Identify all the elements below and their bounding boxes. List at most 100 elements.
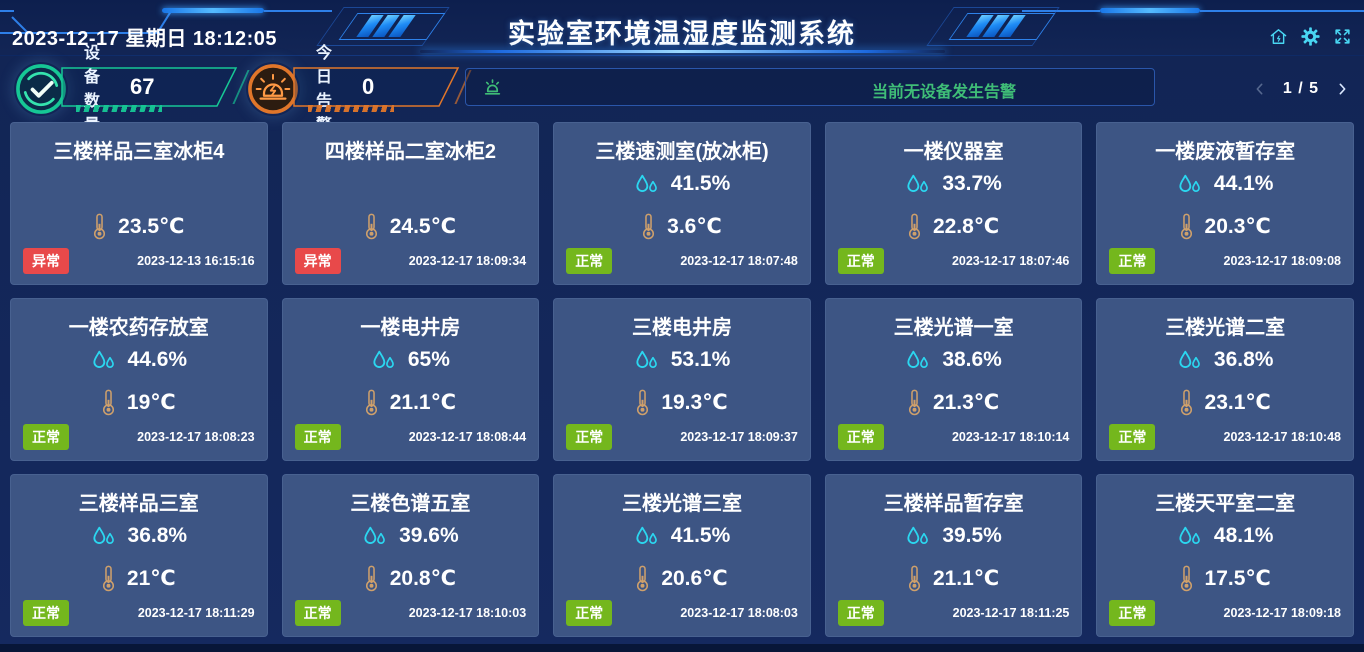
temperature-row: 17.5℃ <box>1180 565 1271 592</box>
status-badge: 正常 <box>837 248 884 274</box>
siren-icon <box>484 79 501 95</box>
thermometer-icon <box>1180 565 1192 591</box>
status-badge: 正常 <box>1109 600 1156 626</box>
humidity-row: 33.7% <box>905 171 1002 198</box>
alert-ticker-bar: 当前无设备发生告警 <box>465 68 1155 106</box>
home-icon[interactable] <box>1269 27 1288 46</box>
humidity-value: 39.6% <box>399 524 459 547</box>
sensor-card[interactable]: 三楼样品三室冰柜4 23.5℃ 异常 2023-12 <box>10 122 268 285</box>
humidity-value: 48.1% <box>1213 524 1274 547</box>
room-name: 一楼农药存放室 <box>68 317 209 339</box>
temperature-row: 21℃ <box>102 565 176 592</box>
status-badge: 正常 <box>566 424 613 450</box>
sensor-card[interactable]: 三楼天平室二室 48.1% 17.5℃ 正常 2023 <box>1096 474 1354 637</box>
humidity-value: 36.8% <box>1213 348 1274 371</box>
humidity-row: 41.5% <box>634 523 730 550</box>
alarm-hatch-decoration <box>308 105 394 112</box>
thermometer-icon <box>102 389 114 415</box>
humidity-row: 36.8% <box>91 523 187 550</box>
device-hatch-decoration <box>76 105 162 112</box>
header-actions <box>1269 27 1352 46</box>
card-body: 39.6% 20.8℃ <box>282 516 540 600</box>
timestamp: 2023-12-17 18:11:29 <box>137 606 255 620</box>
room-name: 三楼样品三室 <box>78 493 199 515</box>
card-footer: 正常 2023-12-17 18:10:14 <box>825 424 1083 461</box>
status-badge: 正常 <box>294 424 341 450</box>
card-body: 41.5% 3.6℃ <box>553 164 811 248</box>
thermometer-icon <box>1180 389 1192 415</box>
bottom-bar-decoration <box>0 644 1364 652</box>
card-body: 24.5℃ <box>282 164 540 248</box>
thermometer-icon <box>365 565 377 591</box>
sensor-card[interactable]: 一楼电井房 65% 21.1℃ 正常 2023-12- <box>281 298 540 461</box>
timestamp: 2023-12-17 18:08:03 <box>680 606 798 620</box>
sensor-card[interactable]: 三楼光谱三室 41.5% 20.6℃ 正常 2023- <box>553 474 811 637</box>
sensor-card[interactable]: 三楼色谱五室 39.6% 20.8℃ 正常 2023- <box>281 474 540 637</box>
sensor-card[interactable]: 三楼光谱一室 38.6% 21.3℃ 正常 2023- <box>824 298 1083 461</box>
timestamp: 2023-12-17 18:07:46 <box>951 254 1070 268</box>
device-count-badge <box>61 67 238 107</box>
humidity-value: 38.6% <box>942 348 1002 371</box>
card-footer: 正常 2023-12-17 18:11:29 <box>10 600 268 637</box>
device-count-label: 设备数量 <box>84 45 101 134</box>
status-badge: 异常 <box>23 248 69 274</box>
status-badge: 正常 <box>23 424 69 450</box>
check-circle-icon <box>16 64 66 114</box>
alarm-count-badge <box>293 67 460 107</box>
temperature-row: 22.8℃ <box>908 213 999 240</box>
temperature-value: 19.3℃ <box>661 390 728 414</box>
humidity-value: 44.6% <box>127 348 188 371</box>
sensor-card[interactable]: 三楼样品暂存室 39.5% 21.1℃ 正常 2023 <box>824 474 1083 637</box>
header-baseline <box>0 55 1364 56</box>
water-drops-icon <box>907 350 929 368</box>
sensor-card[interactable]: 一楼农药存放室 44.6% 19℃ 正常 2023-1 <box>10 298 268 461</box>
card-body: 39.5% 21.1℃ <box>825 516 1083 600</box>
header-decoration-line <box>0 10 14 12</box>
temperature-row: 23.5℃ <box>93 213 184 240</box>
temperature-value: 23.5℃ <box>118 214 185 238</box>
card-body: 65% 21.1℃ <box>282 340 540 424</box>
timestamp: 2023-12-17 18:08:23 <box>137 430 255 444</box>
page-indicator: 1 / 5 <box>1282 80 1319 97</box>
temperature-row: 21.3℃ <box>908 389 999 416</box>
humidity-value: 53.1% <box>670 348 731 371</box>
chevron-left-icon[interactable] <box>1252 81 1268 97</box>
sensor-card[interactable]: 三楼速测室(放冰柜) 41.5% 3.6℃ 正常 20 <box>553 122 811 285</box>
card-footer: 异常 2023-12-13 16:15:16 <box>10 248 268 285</box>
timestamp: 2023-12-13 16:15:16 <box>137 254 255 268</box>
card-body: 48.1% 17.5℃ <box>1096 516 1354 600</box>
humidity-row: 53.1% <box>634 347 731 374</box>
sensor-card[interactable]: 三楼光谱二室 36.8% 23.1℃ 正常 2023- <box>1096 298 1354 461</box>
humidity-row: 38.6% <box>905 347 1002 374</box>
temperature-row: 24.5℃ <box>365 213 456 240</box>
thermometer-icon <box>908 389 920 415</box>
temperature-value: 21.3℃ <box>932 390 1000 414</box>
card-grid: 三楼样品三室冰柜4 23.5℃ 异常 2023-12 <box>10 122 1354 637</box>
temperature-value: 21.1℃ <box>932 566 1000 590</box>
card-body: 23.5℃ <box>10 164 268 248</box>
card-footer: 正常 2023-12-17 18:10:48 <box>1096 424 1354 461</box>
card-footer: 正常 2023-12-17 18:08:44 <box>282 424 540 461</box>
header: 2023-12-17 星期日 18:12:05 实验室环境温湿度监测系统 <box>0 0 1364 56</box>
humidity-value: 41.5% <box>670 172 731 195</box>
card-body: 33.7% 22.8℃ <box>825 164 1083 248</box>
settings-icon[interactable] <box>1301 27 1320 46</box>
chevron-right-icon[interactable] <box>1334 81 1350 97</box>
header-decoration-line <box>264 10 332 12</box>
card-footer: 正常 2023-12-17 18:10:03 <box>282 600 540 637</box>
temperature-value: 3.6℃ <box>667 214 722 238</box>
status-badge: 正常 <box>837 424 884 450</box>
temperature-row: 19℃ <box>102 389 176 416</box>
water-drops-icon <box>92 526 114 544</box>
alert-message: 当前无设备发生告警 <box>872 84 1017 101</box>
room-name: 三楼色谱五室 <box>350 493 471 515</box>
sensor-card[interactable]: 四楼样品二室冰柜2 24.5℃ 异常 2023-12 <box>281 122 540 285</box>
sensor-card[interactable]: 三楼样品三室 36.8% 21℃ 正常 2023-12 <box>10 474 268 637</box>
fullscreen-icon[interactable] <box>1333 27 1352 46</box>
sensor-card[interactable]: 三楼电井房 53.1% 19.3℃ 正常 2023-1 <box>553 298 811 461</box>
sensor-card[interactable]: 一楼仪器室 33.7% 22.8℃ 正常 2023-1 <box>824 122 1083 285</box>
humidity-row: 48.1% <box>1177 523 1274 550</box>
humidity-row: 39.5% <box>905 523 1002 550</box>
header-decoration-segment <box>1100 8 1200 13</box>
sensor-card[interactable]: 一楼废液暂存室 44.1% 20.3℃ 正常 2023 <box>1096 122 1354 285</box>
